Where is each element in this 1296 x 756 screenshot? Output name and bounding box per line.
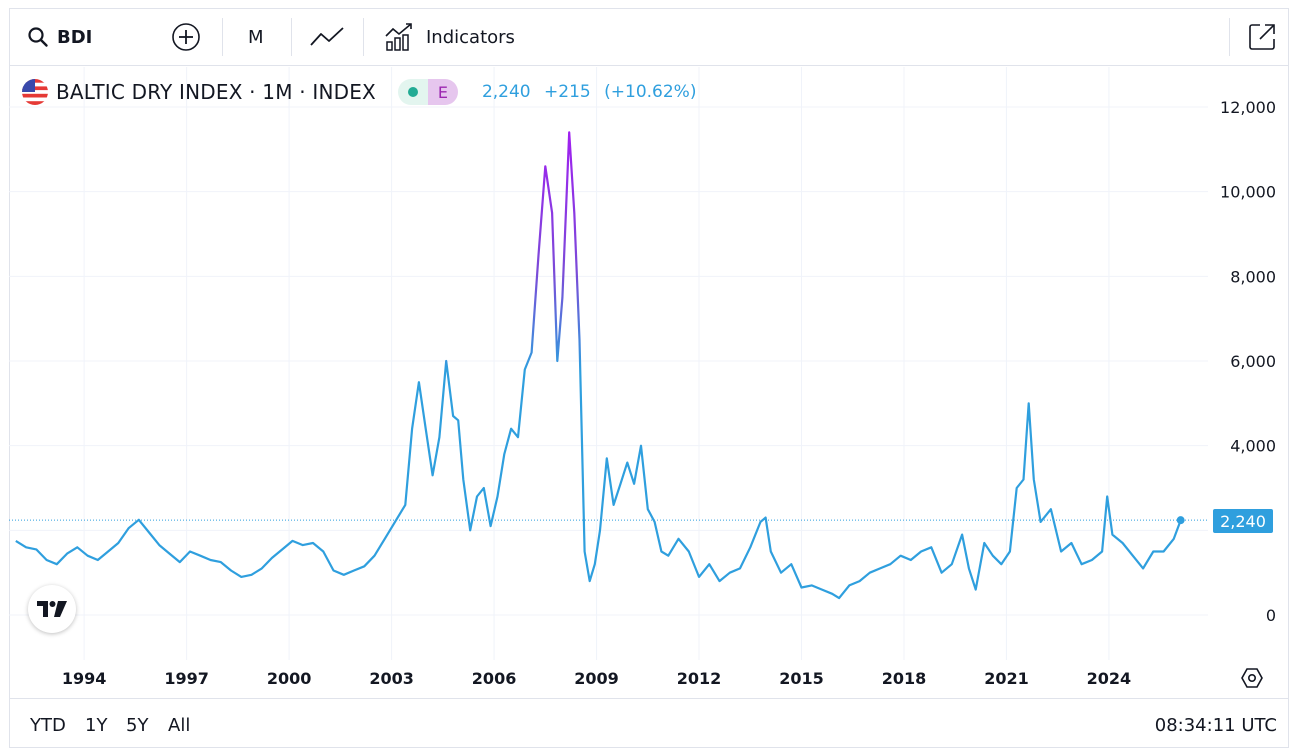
compare-symbol-button[interactable] (171, 8, 201, 66)
x-tick-label: 2003 (369, 669, 414, 688)
tradingview-logo[interactable] (28, 585, 76, 633)
interval-button[interactable]: M (248, 8, 264, 66)
symbol-label: BDI (57, 26, 93, 48)
x-tick-label: 2009 (574, 669, 619, 688)
x-axis: 1994 1997 2000 2003 2006 2009 2012 2015 2018 2021… (62, 669, 1131, 688)
y-tick-label: 12,000 (1220, 98, 1276, 117)
settings-icon (1241, 668, 1263, 688)
chart-settings-button[interactable] (1240, 666, 1264, 690)
plus-circle-icon (172, 23, 200, 51)
x-tick-label: 2012 (677, 669, 722, 688)
tv-logo-icon (37, 601, 67, 617)
chart-frame (9, 8, 1289, 748)
toolbar-divider (1229, 18, 1230, 56)
change-percent: (+10.62%) (604, 82, 697, 102)
chart-legend: BALTIC DRY INDEX · 1M · INDEX E 2,240 +2… (22, 78, 704, 106)
x-tick-label: 2024 (1087, 669, 1132, 688)
top-toolbar: BDI M Indicators (9, 8, 1289, 66)
us-flag-icon (22, 79, 48, 105)
symbol-search-button[interactable]: BDI (27, 8, 92, 66)
chart-type-button[interactable] (309, 8, 345, 66)
y-tick-label: 0 (1266, 606, 1276, 625)
range-5y-button[interactable]: 5Y (126, 715, 149, 736)
last-price-tag: 2,240 (1213, 509, 1273, 533)
x-tick-label: 2006 (472, 669, 517, 688)
e-badge: E (427, 79, 458, 105)
market-status-dot (397, 79, 428, 105)
range-ytd-button[interactable]: YTD (30, 715, 66, 736)
y-tick-label: 6,000 (1230, 352, 1276, 371)
indicators-label: Indicators (426, 26, 515, 48)
last-price-dot (1176, 516, 1185, 525)
indicators-icon (385, 23, 412, 51)
y-tick-label: 4,000 (1230, 437, 1276, 456)
legend-title: BALTIC DRY INDEX · 1M · INDEX (56, 80, 376, 104)
popout-icon (1249, 24, 1275, 50)
chart-grid (9, 67, 1208, 660)
change-value: +215 (544, 82, 591, 102)
status-pill[interactable]: E (397, 79, 458, 105)
x-tick-label: 2015 (779, 669, 824, 688)
x-tick-label: 2021 (984, 669, 1029, 688)
legend-values: 2,240 +215 (+10.62%) (482, 82, 705, 102)
y-axis: 12,000 10,000 8,000 6,000 4,000 0 (1220, 98, 1276, 625)
series-line (15, 131, 1182, 600)
range-1y-button[interactable]: 1Y (85, 715, 108, 736)
toolbar-divider (363, 18, 364, 56)
interval-label: M (248, 26, 264, 48)
x-tick-label: 2000 (267, 669, 312, 688)
y-tick-label: 8,000 (1230, 267, 1276, 286)
x-tick-label: 2018 (882, 669, 927, 688)
popout-button[interactable] (1247, 8, 1277, 66)
indicators-button[interactable]: Indicators (384, 8, 515, 66)
range-all-button[interactable]: All (168, 715, 191, 736)
search-icon (28, 27, 48, 47)
y-tick-label: 10,000 (1220, 183, 1276, 202)
utc-clock: 08:34:11 UTC (1154, 715, 1277, 736)
toolbar-divider (222, 18, 223, 56)
x-tick-label: 1997 (164, 669, 209, 688)
last-value: 2,240 (481, 82, 531, 102)
toolbar-divider (291, 18, 292, 56)
bottom-toolbar: YTD 1Y 5Y All 08:34:11 UTC (9, 698, 1289, 748)
line-chart-icon (310, 27, 344, 46)
x-tick-label: 1994 (62, 669, 107, 688)
